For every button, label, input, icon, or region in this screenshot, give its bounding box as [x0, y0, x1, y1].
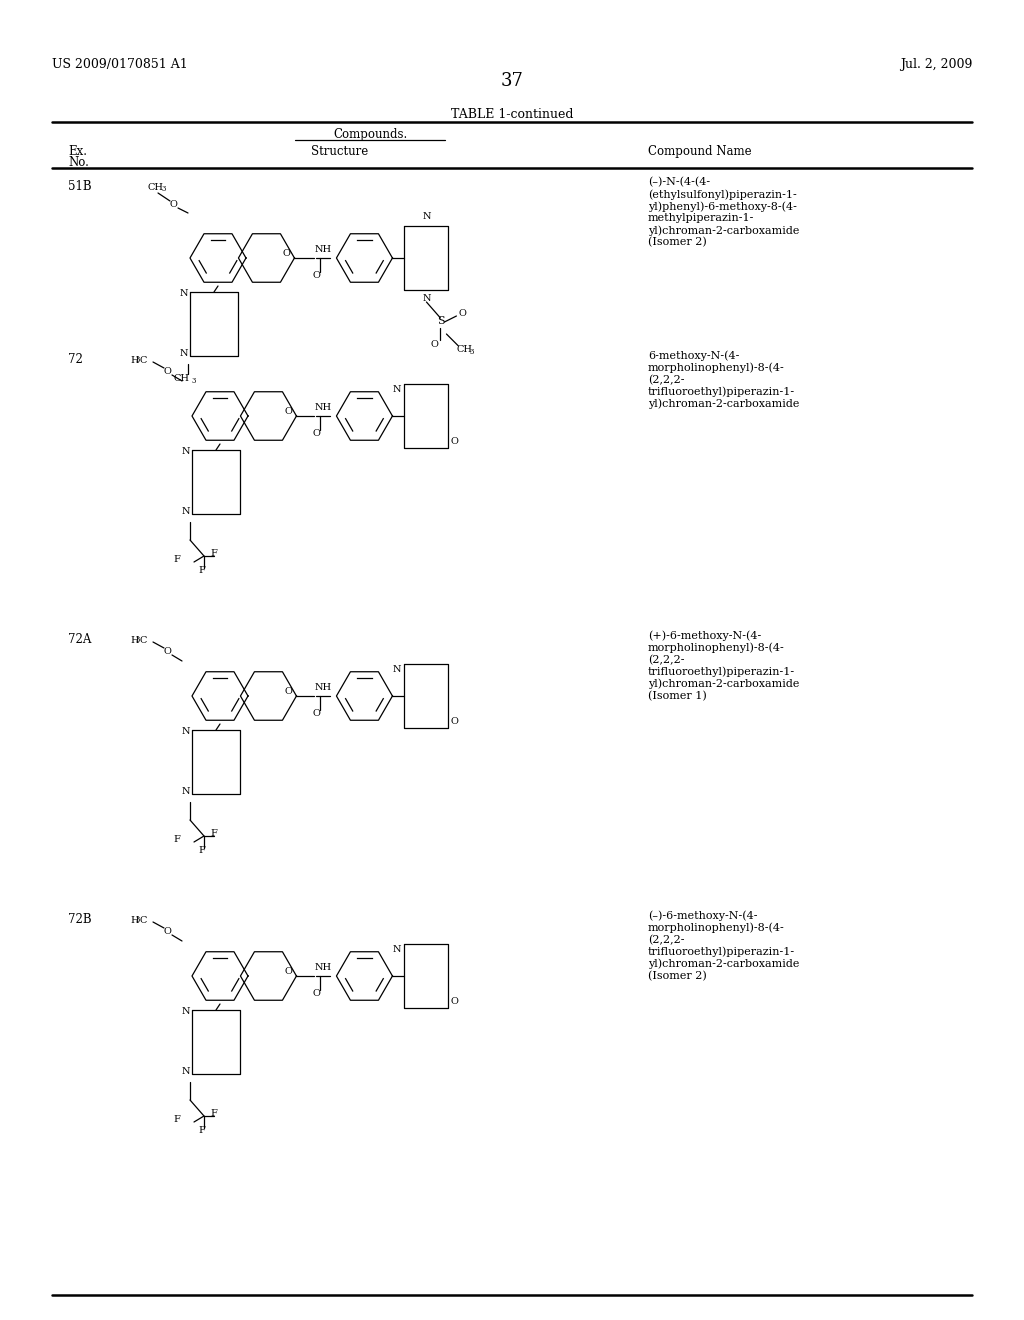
Text: 37: 37	[501, 73, 523, 90]
Text: O: O	[430, 341, 438, 348]
Text: 3: 3	[469, 348, 474, 356]
Text: TABLE 1-continued: TABLE 1-continued	[451, 108, 573, 121]
Text: F: F	[210, 549, 217, 558]
Text: 3: 3	[136, 636, 140, 644]
Text: F: F	[210, 829, 217, 838]
Text: H: H	[130, 916, 138, 925]
Text: O: O	[163, 647, 171, 656]
Text: O: O	[451, 437, 459, 446]
Text: O: O	[451, 998, 459, 1006]
Text: 72B: 72B	[68, 913, 91, 927]
Text: N: N	[181, 507, 190, 516]
Text: 72A: 72A	[68, 634, 91, 645]
Text: N: N	[393, 665, 401, 675]
Text: 6-methoxy-N-(4-
morpholinophenyl)-8-(4-
(2,2,2-
trifluoroethyl)piperazin-1-
yl)c: 6-methoxy-N-(4- morpholinophenyl)-8-(4- …	[648, 350, 800, 409]
Text: NH: NH	[314, 244, 332, 253]
Text: O: O	[312, 709, 321, 718]
Text: Jul. 2, 2009: Jul. 2, 2009	[900, 58, 972, 71]
Text: F: F	[199, 846, 206, 855]
Text: O: O	[285, 688, 292, 697]
Text: H: H	[130, 636, 138, 645]
Text: C: C	[140, 916, 147, 925]
Text: (–)-N-(4-(4-
(ethylsulfonyl)piperazin-1-
yl)phenyl)-6-methoxy-8-(4-
methylpipera: (–)-N-(4-(4- (ethylsulfonyl)piperazin-1-…	[648, 177, 800, 248]
Text: N: N	[422, 294, 431, 304]
Text: N: N	[181, 727, 190, 737]
Text: H: H	[130, 356, 138, 366]
Text: (+)-6-methoxy-N-(4-
morpholinophenyl)-8-(4-
(2,2,2-
trifluoroethyl)piperazin-1-
: (+)-6-methoxy-N-(4- morpholinophenyl)-8-…	[648, 630, 800, 701]
Text: CH: CH	[148, 183, 164, 191]
Text: O: O	[163, 367, 171, 376]
Text: NH: NH	[314, 962, 332, 972]
Text: C: C	[140, 356, 147, 366]
Text: C: C	[140, 636, 147, 645]
Text: F: F	[199, 566, 206, 576]
Text: N: N	[179, 350, 188, 359]
Text: 51B: 51B	[68, 180, 91, 193]
Text: O: O	[285, 968, 292, 977]
Text: N: N	[393, 385, 401, 395]
Text: O: O	[163, 927, 171, 936]
Text: O: O	[312, 429, 321, 438]
Text: N: N	[422, 213, 431, 220]
Text: N: N	[181, 447, 190, 457]
Text: O: O	[285, 408, 292, 417]
Text: 3: 3	[191, 378, 197, 385]
Text: Ex.: Ex.	[68, 145, 87, 158]
Text: Structure: Structure	[311, 145, 369, 158]
Text: No.: No.	[68, 156, 89, 169]
Text: 3: 3	[161, 185, 165, 193]
Text: O: O	[312, 989, 321, 998]
Text: N: N	[181, 1007, 190, 1016]
Text: O: O	[312, 271, 321, 280]
Text: US 2009/0170851 A1: US 2009/0170851 A1	[52, 58, 187, 71]
Text: 3: 3	[136, 916, 140, 924]
Text: N: N	[181, 788, 190, 796]
Text: O: O	[283, 249, 290, 259]
Text: Compounds.: Compounds.	[333, 128, 408, 141]
Text: N: N	[393, 945, 401, 954]
Text: N: N	[179, 289, 188, 298]
Text: O: O	[459, 309, 466, 318]
Text: F: F	[199, 1126, 206, 1135]
Text: F: F	[210, 1110, 217, 1118]
Text: S: S	[436, 315, 444, 326]
Text: F: F	[173, 836, 180, 845]
Text: N: N	[181, 1068, 190, 1077]
Text: Compound Name: Compound Name	[648, 145, 752, 158]
Text: O: O	[451, 718, 459, 726]
Text: CH: CH	[457, 345, 472, 354]
Text: 3: 3	[136, 356, 140, 364]
Text: NH: NH	[314, 682, 332, 692]
Text: CH: CH	[174, 374, 190, 383]
Text: 72: 72	[68, 352, 83, 366]
Text: F: F	[173, 1115, 180, 1125]
Text: F: F	[173, 556, 180, 565]
Text: (–)-6-methoxy-N-(4-
morpholinophenyl)-8-(4-
(2,2,2-
trifluoroethyl)piperazin-1-
: (–)-6-methoxy-N-(4- morpholinophenyl)-8-…	[648, 909, 800, 981]
Text: O: O	[169, 201, 177, 209]
Text: NH: NH	[314, 403, 332, 412]
